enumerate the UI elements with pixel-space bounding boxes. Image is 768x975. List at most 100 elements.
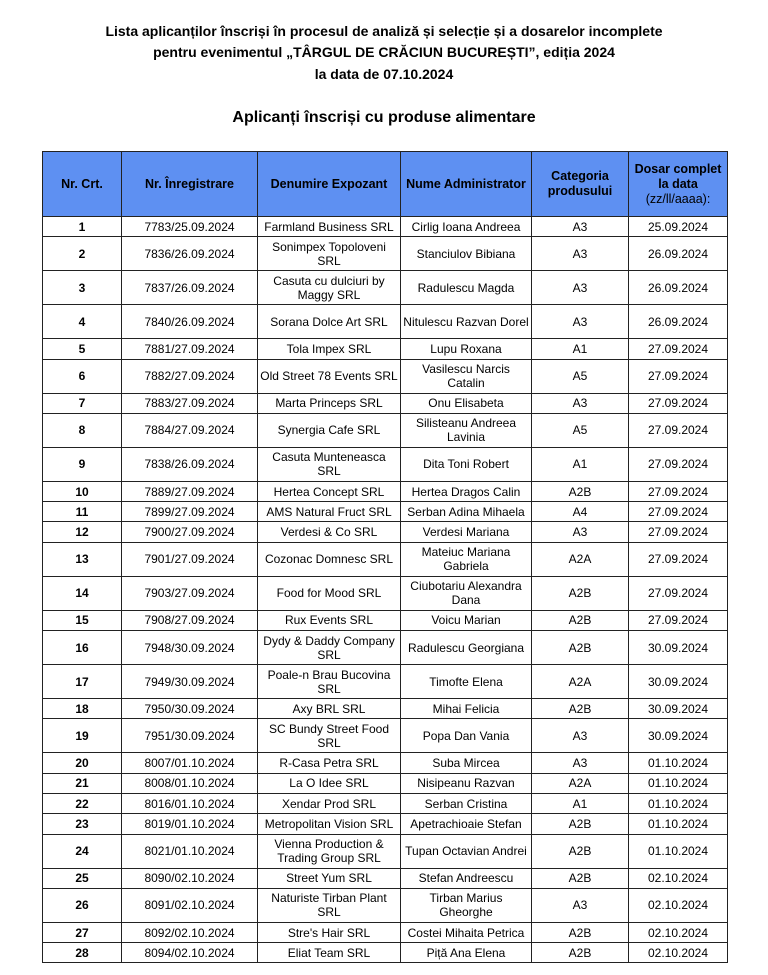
cell-dosar-data: 27.09.2024: [628, 609, 728, 632]
cell-nr-crt: 15: [42, 609, 122, 632]
table-row: 14 7903/27.09.2024 Food for Mood SRL Ciubot…: [42, 575, 728, 611]
cell-nume-administrator: Radulescu Magda: [400, 270, 532, 306]
cell-denumire-expozant: Old Street 78 Events SRL: [257, 358, 401, 394]
table-row: 13 7901/27.09.2024 Cozonac Domnesc SRL Mate…: [42, 541, 728, 577]
cell-categoria: A3: [531, 215, 629, 238]
cell-nr-inregistrare: 8016/01.10.2024: [121, 792, 258, 815]
table-row: 10 7889/27.09.2024 Hertea Concept SRL Herte…: [42, 480, 728, 503]
table-row: 27 8092/02.10.2024 Stre's Hair SRL Costei M…: [42, 921, 728, 944]
cell-dosar-data: 27.09.2024: [628, 541, 728, 577]
cell-nr-crt: 5: [42, 338, 122, 360]
cell-categoria: A4: [531, 501, 629, 523]
cell-nr-crt: 20: [42, 752, 122, 774]
cell-denumire-expozant: Metropolitan Vision SRL: [257, 813, 401, 835]
table-row: 16 7948/30.09.2024 Dydy & Daddy Company SR…: [42, 630, 728, 666]
cell-nr-crt: 27: [42, 921, 122, 944]
table-row: 22 8016/01.10.2024 Xendar Prod SRL Serban C…: [42, 792, 728, 815]
cell-denumire-expozant: Axy BRL SRL: [257, 698, 401, 720]
cell-categoria: A2A: [531, 772, 629, 794]
table-row: 25 8090/02.10.2024 Street Yum SRL Stefan An…: [42, 867, 728, 889]
cell-nr-inregistrare: 8094/02.10.2024: [121, 942, 258, 964]
cell-nr-inregistrare: 7838/26.09.2024: [121, 446, 258, 482]
header-dosar-complet: Dosar complet la data (zz/ll/aaaa):: [628, 151, 728, 217]
cell-dosar-data: 27.09.2024: [628, 480, 728, 503]
cell-nr-inregistrare: 7900/27.09.2024: [121, 521, 258, 543]
cell-nr-inregistrare: 7881/27.09.2024: [121, 338, 258, 360]
cell-nume-administrator: Vasilescu Narcis Catalin: [400, 358, 532, 394]
cell-dosar-data: 02.10.2024: [628, 867, 728, 889]
cell-categoria: A2A: [531, 664, 629, 700]
cell-nr-crt: 3: [42, 270, 122, 306]
table-row: 1 7783/25.09.2024 Farmland Business SRL Cir…: [42, 215, 728, 238]
header-nr-crt: Nr. Crt.: [42, 151, 122, 217]
cell-nume-administrator: Piță Ana Elena: [400, 942, 532, 964]
header-nr-inregistrare: Nr. Înregistrare: [121, 151, 258, 217]
cell-denumire-expozant: Synergia Cafe SRL: [257, 412, 401, 448]
cell-dosar-data: 01.10.2024: [628, 833, 728, 869]
cell-nume-administrator: Verdesi Mariana: [400, 521, 532, 543]
cell-dosar-data: 25.09.2024: [628, 215, 728, 238]
cell-nr-crt: 8: [42, 412, 122, 448]
cell-nume-administrator: Hertea Dragos Calin: [400, 480, 532, 503]
table-header-row: Nr. Crt. Nr. Înregistrare Denumire Expoz…: [42, 151, 728, 217]
cell-categoria: A2A: [531, 541, 629, 577]
cell-nr-crt: 9: [42, 446, 122, 482]
cell-nume-administrator: Dita Toni Robert: [400, 446, 532, 482]
cell-nr-crt: 16: [42, 630, 122, 666]
cell-denumire-expozant: Poale-n Brau Bucovina SRL: [257, 664, 401, 700]
table-row: 8 7884/27.09.2024 Synergia Cafe SRL Siliste…: [42, 412, 728, 448]
cell-nr-crt: 19: [42, 718, 122, 754]
header-denumire-expozant: Denumire Expozant: [257, 151, 401, 217]
cell-nume-administrator: Suba Mircea: [400, 752, 532, 774]
cell-categoria: A3: [531, 270, 629, 306]
cell-nr-inregistrare: 8021/01.10.2024: [121, 833, 258, 869]
cell-nr-crt: 12: [42, 521, 122, 543]
cell-nume-administrator: Costei Mihaita Petrica: [400, 921, 532, 944]
cell-categoria: A3: [531, 887, 629, 923]
table-row: 26 8091/02.10.2024 Naturiste Tirban Plant …: [42, 887, 728, 923]
cell-nr-crt: 7: [42, 392, 122, 414]
cell-categoria: A3: [531, 752, 629, 774]
cell-dosar-data: 27.09.2024: [628, 338, 728, 360]
cell-categoria: A1: [531, 338, 629, 360]
cell-denumire-expozant: R-Casa Petra SRL: [257, 752, 401, 774]
cell-nr-crt: 18: [42, 698, 122, 720]
cell-dosar-data: 27.09.2024: [628, 412, 728, 448]
document-title-line-2: pentru evenimentul „TÂRGUL DE CRĂCIUN BU…: [153, 44, 615, 60]
cell-nr-inregistrare: 7948/30.09.2024: [121, 630, 258, 666]
cell-categoria: A3: [531, 304, 629, 340]
cell-nume-administrator: Tirban Marius Gheorghe: [400, 887, 532, 923]
document-title-date: la data de 07.10.2024: [314, 66, 454, 82]
cell-categoria: A3: [531, 718, 629, 754]
cell-nr-inregistrare: 7949/30.09.2024: [121, 664, 258, 700]
cell-nume-administrator: Cirlig Ioana Andreea: [400, 215, 532, 238]
cell-dosar-data: 01.10.2024: [628, 772, 728, 794]
cell-denumire-expozant: Food for Mood SRL: [257, 575, 401, 611]
cell-nr-inregistrare: 8090/02.10.2024: [121, 867, 258, 889]
table-row: 17 7949/30.09.2024 Poale-n Brau Bucovina S…: [42, 664, 728, 700]
cell-nr-inregistrare: 7951/30.09.2024: [121, 718, 258, 754]
cell-nr-crt: 6: [42, 358, 122, 394]
cell-nume-administrator: Nitulescu Razvan Dorel: [400, 304, 532, 340]
cell-nr-inregistrare: 7901/27.09.2024: [121, 541, 258, 577]
cell-nr-crt: 24: [42, 833, 122, 869]
cell-nume-administrator: Stefan Andreescu: [400, 867, 532, 889]
cell-denumire-expozant: Verdesi & Co SRL: [257, 521, 401, 543]
table-row: 2 7836/26.09.2024 Sonimpex Topoloveni SRL S…: [42, 236, 728, 272]
cell-categoria: A2B: [531, 609, 629, 632]
cell-categoria: A3: [531, 521, 629, 543]
cell-nr-inregistrare: 7889/27.09.2024: [121, 480, 258, 503]
cell-dosar-data: 27.09.2024: [628, 392, 728, 414]
table-row: 20 8007/01.10.2024 R-Casa Petra SRL Suba Mi…: [42, 752, 728, 774]
cell-denumire-expozant: Rux Events SRL: [257, 609, 401, 632]
cell-denumire-expozant: Street Yum SRL: [257, 867, 401, 889]
table-row: 11 7899/27.09.2024 AMS Natural Fruct SRL Se…: [42, 501, 728, 523]
cell-categoria: A2B: [531, 575, 629, 611]
cell-nr-crt: 25: [42, 867, 122, 889]
cell-nume-administrator: Tupan Octavian Andrei: [400, 833, 532, 869]
applicants-table: Nr. Crt. Nr. Înregistrare Denumire Expoz…: [42, 151, 728, 964]
document-title-line-1: Lista aplicanților înscriși în procesul …: [105, 23, 663, 39]
cell-nr-inregistrare: 7908/27.09.2024: [121, 609, 258, 632]
cell-nr-crt: 23: [42, 813, 122, 835]
cell-nr-inregistrare: 7950/30.09.2024: [121, 698, 258, 720]
